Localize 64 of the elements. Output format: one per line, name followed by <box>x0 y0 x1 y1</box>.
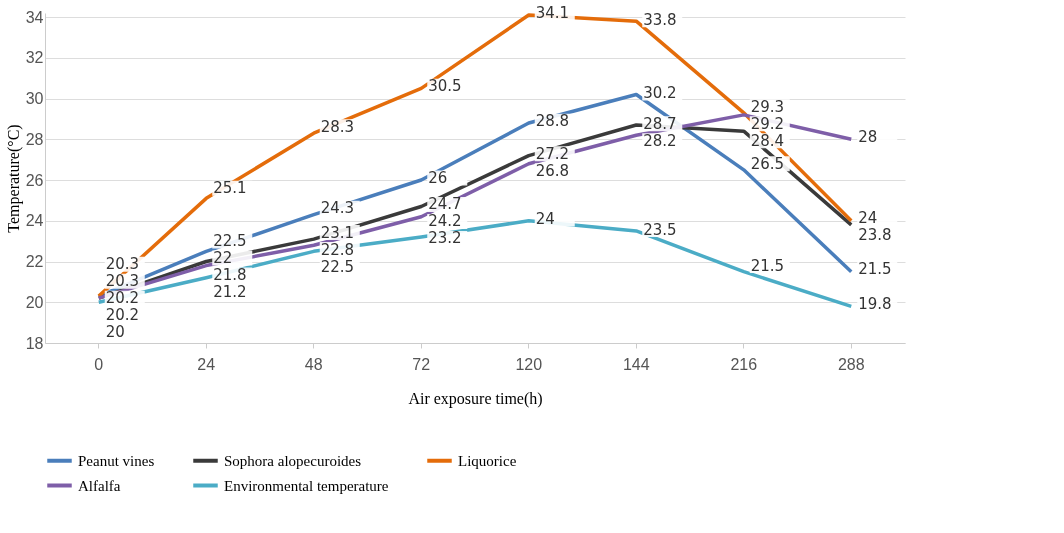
data-label: 26.5 <box>750 154 785 173</box>
data-label: 20 <box>105 323 125 342</box>
y-tick-label: 18 <box>25 334 44 352</box>
data-label: 28.3 <box>320 117 355 136</box>
legend-label: Liquorice <box>458 452 517 469</box>
data-label: 26 <box>428 168 448 187</box>
data-label: 22.5 <box>213 232 247 251</box>
data-label: 20.3 <box>105 255 140 274</box>
data-label: 30.5 <box>428 77 462 96</box>
data-label: 28.8 <box>535 112 570 131</box>
data-label: 20.2 <box>105 289 140 308</box>
y-tick-label: 28 <box>25 130 44 148</box>
data-label: 24 <box>858 209 878 228</box>
y-tick-label: 32 <box>25 49 44 67</box>
data-label: 21.5 <box>858 260 892 279</box>
data-label: 23.1 <box>320 223 355 242</box>
x-tick-label: 48 <box>304 355 323 373</box>
data-label: 30.2 <box>643 84 677 103</box>
y-tick-label: 34 <box>25 8 44 26</box>
data-label: 26.8 <box>535 161 570 180</box>
legend-label: Sophora alopecuroides <box>224 452 362 469</box>
x-tick-label: 24 <box>197 355 216 373</box>
data-label: 22.5 <box>320 257 355 276</box>
data-label: 19.8 <box>858 294 892 313</box>
data-label: 20.3 <box>105 272 140 291</box>
x-axis-title: Air exposure time(h) <box>408 389 543 408</box>
y-tick-label: 20 <box>25 293 44 311</box>
data-label: 22.8 <box>320 240 355 259</box>
legend-label: Alfalfa <box>78 477 121 494</box>
data-label: 29.3 <box>750 97 785 116</box>
data-label: 24 <box>535 210 555 229</box>
data-label: 21.2 <box>213 283 247 302</box>
data-label: 34.1 <box>535 4 570 23</box>
data-label: 21.8 <box>213 266 247 285</box>
data-label: 22 <box>213 249 233 268</box>
data-label: 23.2 <box>428 229 462 248</box>
data-label: 28.7 <box>643 114 677 133</box>
y-tick-label: 26 <box>25 171 44 189</box>
data-label: 33.8 <box>643 10 677 29</box>
x-tick-label: 288 <box>837 355 865 373</box>
data-label: 24.2 <box>428 212 462 231</box>
data-label: 29.2 <box>750 114 785 133</box>
y-tick-label: 22 <box>25 253 44 271</box>
data-label: 21.5 <box>750 256 785 275</box>
data-label: 28 <box>858 127 878 146</box>
x-tick-label: 72 <box>412 355 431 373</box>
x-tick-label: 120 <box>515 355 543 373</box>
data-label: 24.7 <box>428 195 462 214</box>
data-label: 27.2 <box>535 144 570 163</box>
y-axis-title: Temperature(°C) <box>4 124 23 233</box>
x-tick-label: 216 <box>730 355 758 373</box>
data-label: 24.3 <box>320 199 355 218</box>
data-label: 23.5 <box>643 220 677 239</box>
legend-label: Peanut vines <box>78 452 155 469</box>
data-label: 28.4 <box>750 131 785 150</box>
data-label: 20.2 <box>105 306 140 325</box>
y-tick-label: 24 <box>25 212 44 230</box>
data-label: 23.8 <box>858 226 892 245</box>
data-label: 28.2 <box>643 131 677 150</box>
x-tick-label: 0 <box>94 355 104 373</box>
data-label: 25.1 <box>213 179 247 198</box>
legend-label: Environmental temperature <box>224 477 389 494</box>
x-tick-label: 144 <box>622 355 650 373</box>
y-tick-label: 30 <box>25 90 44 108</box>
